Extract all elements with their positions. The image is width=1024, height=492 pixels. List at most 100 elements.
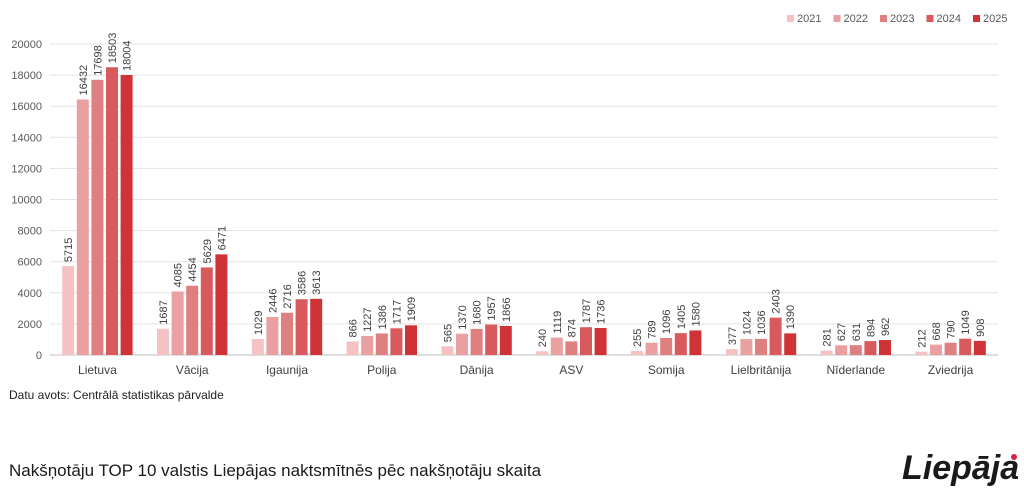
bar-2021-Vācija xyxy=(157,328,169,355)
x-category-label: Polija xyxy=(367,363,397,377)
y-tick-label: 6000 xyxy=(18,257,42,269)
y-tick-label: 12000 xyxy=(11,163,42,175)
bar-2023-Lietuva xyxy=(91,79,104,356)
legend-swatch xyxy=(926,15,934,22)
data-label: 1580 xyxy=(690,302,702,326)
bar-2024-Lielbritānija xyxy=(769,317,782,355)
bar-2021-Igaunija xyxy=(251,338,264,355)
data-label: 1866 xyxy=(501,297,513,321)
data-label: 1390 xyxy=(785,305,797,329)
data-label: 1024 xyxy=(741,311,753,335)
data-label: 5629 xyxy=(202,239,214,263)
bar-2022-Lietuva xyxy=(76,99,89,356)
data-label: 281 xyxy=(822,328,834,346)
data-label: 874 xyxy=(566,319,578,337)
data-label: 6471 xyxy=(216,226,228,250)
data-label: 18503 xyxy=(107,33,119,64)
data-label: 668 xyxy=(931,322,943,340)
data-label: 4454 xyxy=(187,257,199,281)
data-label: 1405 xyxy=(676,305,688,329)
bar-2023-Somija xyxy=(660,337,673,355)
data-label: 1687 xyxy=(158,300,170,324)
bar-2023-Polija xyxy=(375,333,388,355)
legend-swatch xyxy=(833,15,841,22)
bar-2022-ASV xyxy=(550,337,563,355)
bar-2021-Lietuva xyxy=(62,266,75,355)
y-tick-label: 20000 xyxy=(11,39,42,51)
bar-2024-Zviedrija xyxy=(959,338,972,355)
bar-2021-Zviedrija xyxy=(915,351,928,355)
y-tick-label: 2000 xyxy=(18,319,42,331)
bar-2022-Igaunija xyxy=(266,316,279,355)
bar-2022-Lielbritānija xyxy=(740,339,753,355)
x-category-label: Zviedrija xyxy=(928,363,974,377)
bar-2022-Zviedrija xyxy=(930,344,942,355)
data-label: 631 xyxy=(851,323,863,341)
legend-swatch xyxy=(787,15,794,22)
y-axis-ticks: 0 2000 4000 6000 8000 10000 12000 14000 16000 180… xyxy=(11,39,42,362)
y-tick-label: 10000 xyxy=(11,195,42,207)
data-label: 3586 xyxy=(297,271,309,295)
bar-2025-Dānija xyxy=(499,325,512,355)
y-tick-label: 16000 xyxy=(11,101,42,113)
data-label: 1029 xyxy=(253,311,265,335)
data-label: 1370 xyxy=(457,305,469,329)
bar-2025-Zviedrija xyxy=(973,340,986,355)
data-label: 866 xyxy=(348,319,360,337)
data-source-note: Datu avots: Centrālā statistikas pārvald… xyxy=(9,388,224,402)
footer-title: Nakšņotāju TOP 10 valstis Liepājas nakts… xyxy=(9,461,542,480)
bar-2025-Somija xyxy=(689,330,702,355)
bar-2023-Nīderlande xyxy=(849,345,862,355)
bar-2021-Nīderlande xyxy=(820,350,833,355)
x-category-label: ASV xyxy=(559,363,583,377)
data-label: 1049 xyxy=(960,310,972,334)
bar-2024-Lietuva xyxy=(106,67,118,355)
data-label: 1680 xyxy=(472,300,484,324)
bar-2021-Dānija xyxy=(441,346,454,355)
bar-2024-Somija xyxy=(674,333,687,355)
data-label: 377 xyxy=(727,327,739,345)
legend-swatch xyxy=(880,15,887,22)
bar-2022-Polija xyxy=(361,335,374,355)
bar-2023-Vācija xyxy=(186,285,199,355)
x-axis-categories: Lietuva Vācija Igaunija Polija Dānija ASV Somi… xyxy=(78,363,974,377)
x-category-label: Somija xyxy=(648,363,685,377)
data-label: 2446 xyxy=(267,288,279,312)
data-label: 18004 xyxy=(122,40,134,71)
y-tick-label: 0 xyxy=(36,350,42,362)
data-label: 1386 xyxy=(377,305,389,329)
data-label: 1717 xyxy=(391,300,403,324)
y-tick-label: 18000 xyxy=(11,70,42,82)
data-label: 789 xyxy=(647,320,659,338)
data-label: 1119 xyxy=(552,311,564,334)
liepaja-logo: Liepāja xyxy=(902,448,1020,488)
y-tick-label: 8000 xyxy=(18,226,42,238)
data-label: 1957 xyxy=(486,296,498,320)
logo-wordmark: Liepāja xyxy=(902,449,1020,487)
data-label: 2716 xyxy=(282,284,294,308)
bar-2025-Vācija xyxy=(215,254,228,355)
x-category-label: Igaunija xyxy=(266,363,308,377)
data-label: 962 xyxy=(880,318,892,336)
data-label: 4085 xyxy=(173,263,185,287)
bar-2023-Zviedrija xyxy=(944,342,957,355)
y-tick-label: 4000 xyxy=(18,288,42,300)
bar-2024-Nīderlande xyxy=(864,341,877,355)
bar-2025-Polija xyxy=(405,325,417,355)
bar-2022-Somija xyxy=(645,342,658,355)
legend-label: 2022 xyxy=(844,13,868,25)
x-category-label: Lietuva xyxy=(78,363,117,377)
bar-2021-ASV xyxy=(536,351,549,355)
x-category-label: Vācija xyxy=(176,363,209,377)
bar-2024-Polija xyxy=(390,328,403,355)
data-label: 5715 xyxy=(63,238,75,262)
bar-2025-ASV xyxy=(594,328,607,355)
data-label: 908 xyxy=(975,319,987,337)
data-label: 240 xyxy=(537,329,549,347)
data-label: 255 xyxy=(632,329,644,347)
bar-2021-Somija xyxy=(631,351,643,355)
data-label: 894 xyxy=(865,319,877,337)
data-label: 565 xyxy=(442,324,454,342)
legend: 2021 2022 2023 2024 2025 xyxy=(787,13,1007,25)
data-label: 1227 xyxy=(362,307,374,331)
